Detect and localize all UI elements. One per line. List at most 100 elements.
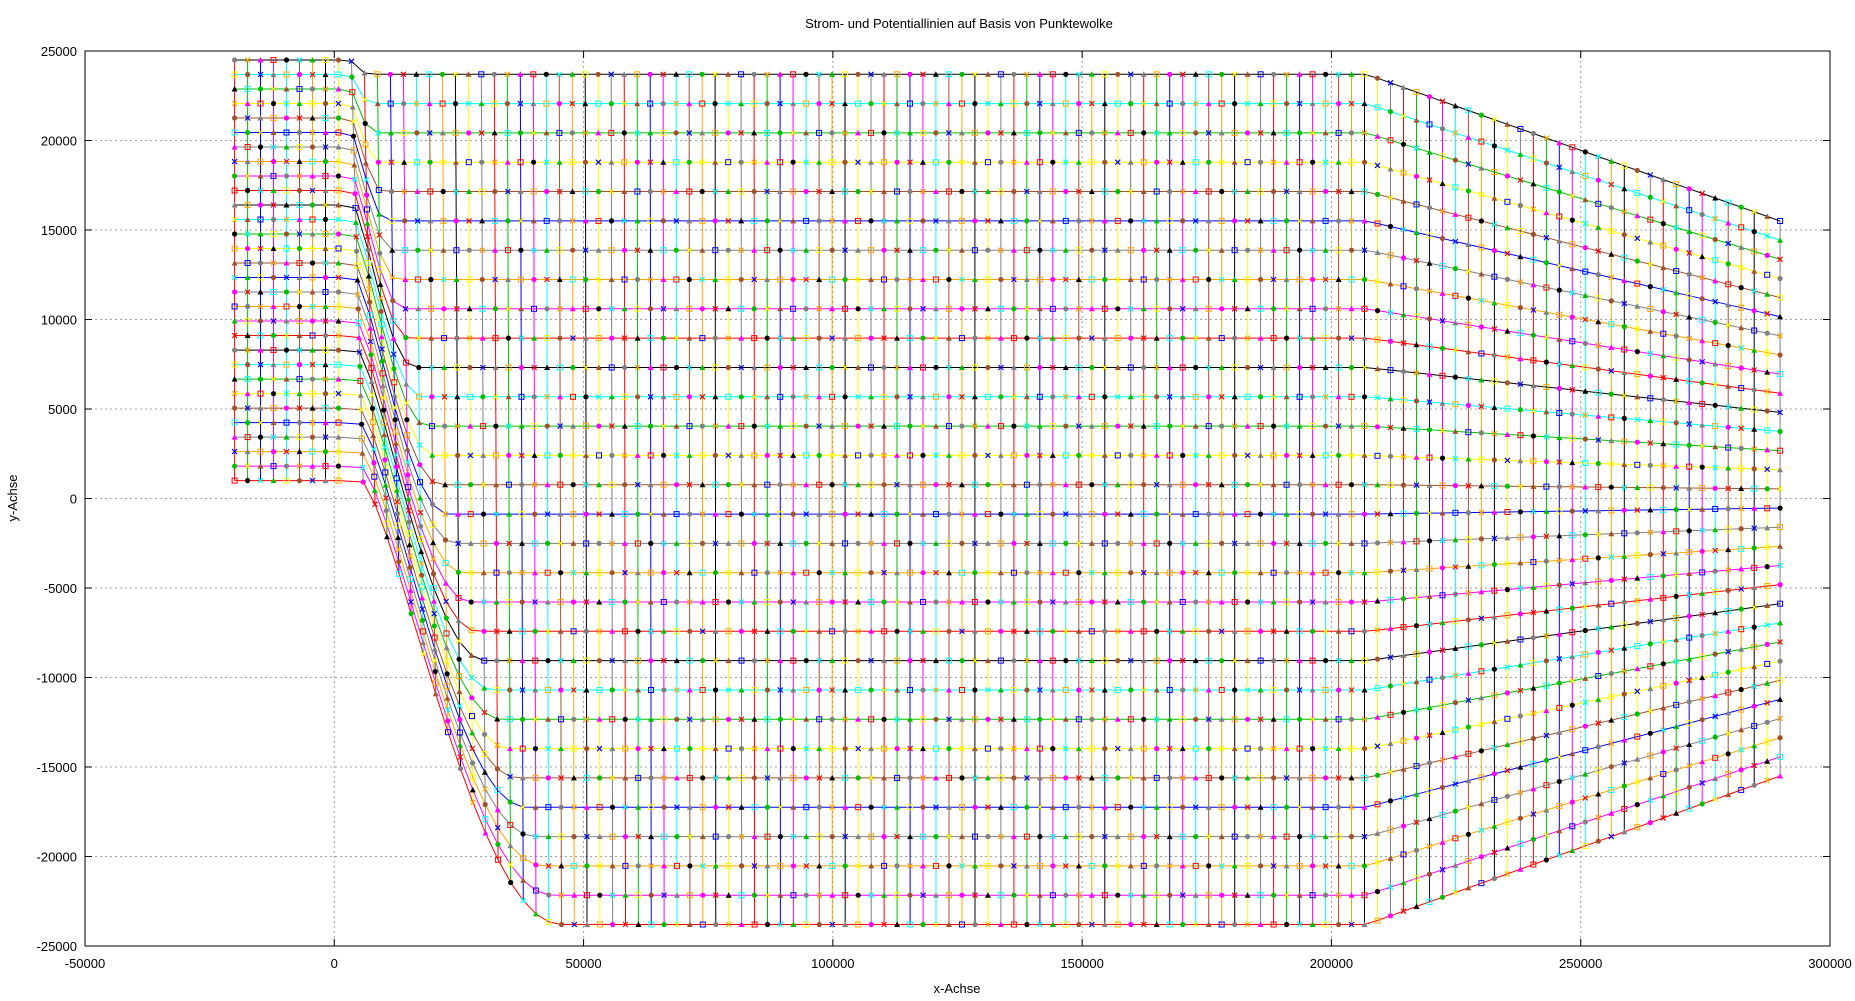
- data-point: [1231, 540, 1238, 547]
- data-point: [764, 657, 771, 664]
- data-point: [335, 216, 342, 223]
- data-point: [1621, 828, 1628, 835]
- data-point: [517, 71, 524, 77]
- data-point: [1699, 380, 1705, 386]
- data-point: [894, 687, 901, 693]
- data-point: [842, 746, 848, 752]
- data-point: [1582, 484, 1589, 490]
- data-point: [1699, 548, 1705, 554]
- data-point: [777, 159, 784, 166]
- data-point: [1686, 720, 1693, 727]
- data-point: [569, 100, 576, 107]
- data-point: [442, 537, 449, 543]
- data-point: [933, 628, 939, 635]
- data-point: [1634, 484, 1641, 490]
- data-point: [764, 540, 771, 547]
- data-point: [764, 218, 770, 224]
- data-point: [1556, 262, 1563, 269]
- data-point: [469, 773, 476, 780]
- data-point: [1504, 638, 1511, 644]
- data-point: [493, 540, 499, 547]
- data-point: [1140, 745, 1147, 752]
- data-point: [1036, 276, 1043, 283]
- data-point: [1309, 335, 1316, 341]
- streamline: [234, 88, 1781, 260]
- data-point: [1478, 562, 1485, 569]
- data-point: [1011, 71, 1017, 77]
- data-point: [816, 452, 822, 458]
- data-point: [1166, 100, 1173, 107]
- data-point: [1309, 892, 1316, 899]
- data-point: [920, 687, 926, 693]
- data-point: [365, 247, 371, 253]
- data-point: [1712, 547, 1719, 554]
- data-point: [1387, 166, 1394, 172]
- potential-line: [753, 74, 756, 925]
- data-point: [1361, 481, 1368, 488]
- data-point: [1127, 129, 1134, 136]
- data-point: [1231, 481, 1238, 488]
- potential-line: [376, 74, 388, 537]
- data-point: [1231, 774, 1238, 781]
- data-point: [777, 335, 784, 342]
- data-point: [1478, 350, 1485, 357]
- data-point: [231, 318, 238, 324]
- data-point: [1179, 862, 1186, 869]
- data-point: [1361, 129, 1368, 136]
- data-point: [1556, 606, 1563, 613]
- data-point: [1075, 540, 1082, 547]
- data-point: [984, 188, 991, 194]
- data-point: [712, 511, 719, 517]
- data-point: [1323, 892, 1329, 898]
- data-point: [1127, 716, 1134, 723]
- data-point: [309, 173, 316, 179]
- data-point: [1439, 866, 1446, 873]
- data-point: [270, 231, 277, 237]
- data-point: [1621, 714, 1628, 721]
- data-point: [660, 305, 667, 312]
- data-point: [428, 335, 435, 341]
- data-point: [543, 100, 550, 107]
- data-point: [997, 364, 1004, 371]
- data-point: [414, 130, 420, 136]
- data-point: [1725, 261, 1731, 267]
- data-point: [1582, 388, 1589, 394]
- data-point: [868, 540, 875, 547]
- data-point: [1062, 745, 1069, 752]
- data-point: [467, 511, 474, 518]
- data-point: [467, 452, 474, 459]
- data-point: [1270, 100, 1277, 107]
- data-point: [894, 746, 900, 752]
- data-point: [946, 921, 952, 927]
- data-point: [519, 628, 526, 635]
- data-point: [1049, 540, 1056, 547]
- data-point: [1205, 217, 1212, 224]
- data-point: [1062, 364, 1069, 370]
- data-point: [335, 158, 342, 165]
- data-point: [582, 247, 589, 254]
- data-point: [1621, 737, 1628, 743]
- data-point: [971, 540, 978, 547]
- data-point: [1258, 746, 1264, 752]
- data-point: [803, 921, 810, 928]
- data-point: [1764, 408, 1770, 414]
- data-point: [1530, 635, 1536, 641]
- data-point: [1296, 804, 1303, 811]
- data-point: [532, 804, 539, 810]
- data-point: [1673, 810, 1680, 816]
- data-point: [1673, 268, 1680, 274]
- data-point: [296, 274, 303, 280]
- data-point: [971, 129, 978, 136]
- data-point: [1712, 651, 1718, 657]
- data-point: [1660, 264, 1667, 271]
- data-point: [404, 459, 411, 466]
- data-point: [1023, 657, 1030, 664]
- data-point: [393, 475, 400, 482]
- data-point: [1517, 355, 1524, 362]
- data-point: [1010, 921, 1017, 928]
- data-point: [764, 101, 770, 107]
- data-point: [1413, 313, 1420, 320]
- data-point: [569, 217, 576, 224]
- data-point: [1712, 713, 1719, 720]
- data-point: [1127, 774, 1134, 781]
